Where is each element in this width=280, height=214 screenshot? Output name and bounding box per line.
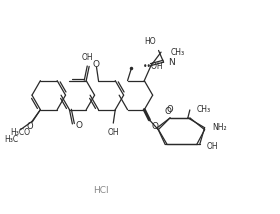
Text: O: O	[27, 122, 33, 131]
Text: HO: HO	[144, 37, 156, 46]
Text: O: O	[151, 122, 158, 131]
Text: H₃CO: H₃CO	[10, 128, 30, 137]
Text: ••OH: ••OH	[143, 62, 164, 71]
Text: NH₂: NH₂	[213, 123, 227, 132]
Text: O: O	[165, 107, 172, 116]
Text: OH: OH	[108, 128, 119, 137]
Text: CH₃: CH₃	[197, 106, 211, 114]
Text: HCl: HCl	[93, 186, 109, 195]
Text: OH: OH	[82, 53, 94, 62]
Text: O: O	[167, 105, 173, 114]
Text: O: O	[93, 60, 100, 69]
Text: CH₃: CH₃	[171, 48, 185, 57]
Text: H₃C: H₃C	[4, 135, 18, 144]
Text: OH: OH	[207, 142, 218, 151]
Text: N: N	[169, 58, 175, 67]
Text: O: O	[76, 121, 83, 130]
